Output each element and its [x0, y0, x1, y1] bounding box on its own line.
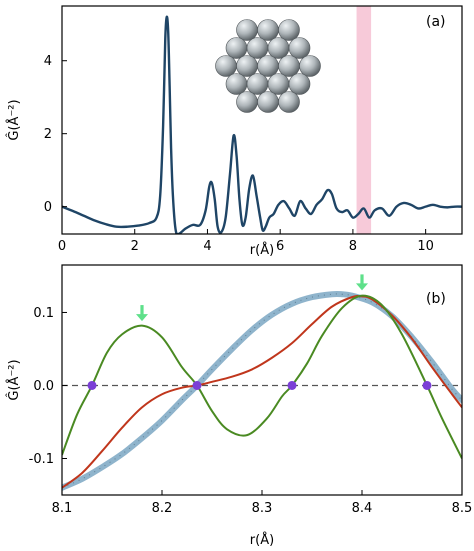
series-line-b-2: [62, 294, 462, 459]
series-line-b-0: [62, 290, 462, 491]
zero-crossing-marker: [287, 380, 297, 390]
x-tick-label-a: 0: [58, 239, 66, 254]
atom-sphere: [257, 19, 279, 41]
nanoparticle-inset: [215, 19, 321, 113]
y-axis-label-a: Ĝ(Å⁻²): [6, 99, 22, 140]
panel-b-frame: [61, 264, 463, 496]
panel-a-frame: [61, 5, 463, 235]
atom-sphere: [288, 37, 311, 59]
y-tick-label-a: 2: [44, 127, 52, 142]
series-line-a-0: [62, 15, 462, 234]
peak-arrow: [356, 274, 368, 291]
x-tick-label-b: 8.5: [452, 501, 473, 516]
atom-sphere: [236, 55, 258, 77]
atom-sphere: [215, 55, 237, 77]
panel-a-label: (a): [426, 14, 446, 30]
y-tick-label-a: 0: [44, 200, 52, 215]
atom-sphere: [246, 37, 269, 59]
atom-sphere: [225, 73, 248, 95]
y-tick-label-b: -0.1: [29, 452, 54, 467]
atom-sphere: [267, 73, 290, 95]
peak-arrow: [136, 305, 148, 322]
atom-sphere: [278, 19, 300, 41]
x-axis-label-b: r(Å): [250, 532, 274, 548]
x-tick-label-a: 8: [349, 239, 357, 254]
atom-sphere: [257, 55, 279, 77]
atom-sphere: [236, 91, 258, 113]
x-tick-label-a: 10: [417, 239, 434, 254]
x-tick-label-b: 8.1: [52, 501, 73, 516]
atom-sphere: [267, 37, 290, 59]
panel-b: 8.1 8.2 8.3 8.4 8.5 -0.1 0.0 0.1 (b) r(Å) Ĝ(Å⁻²…: [6, 264, 473, 548]
x-tick-label-b: 8.3: [252, 501, 273, 516]
series-line-b-1: [62, 294, 462, 489]
y-tick-label-b: 0.1: [33, 306, 54, 321]
panel-a: 0 2 4 6 8 10 0 2 4 (a) r(Å) Ĝ(Å⁻²): [6, 5, 463, 258]
x-tick-label-b: 8.4: [352, 501, 373, 516]
y-axis-label-b: Ĝ(Å⁻²): [6, 359, 22, 400]
atom-sphere: [257, 91, 279, 113]
atom-sphere: [246, 73, 269, 95]
atom-sphere: [278, 55, 300, 77]
zero-crossing-marker: [87, 380, 97, 390]
x-tick-label-a: 4: [203, 239, 211, 254]
x-tick-label-b: 8.2: [152, 501, 173, 516]
atom-sphere: [236, 19, 258, 41]
atom-sphere: [288, 73, 311, 95]
highlight-band: [356, 6, 372, 234]
atom-sphere: [299, 55, 321, 77]
x-tick-label-a: 2: [131, 239, 139, 254]
y-tick-label-b: 0.0: [33, 379, 54, 394]
atom-sphere: [225, 37, 248, 59]
zero-crossing-marker: [192, 380, 202, 390]
y-tick-label-a: 4: [44, 54, 52, 69]
x-axis-label-a: r(Å): [250, 242, 274, 258]
x-tick-label-a: 6: [276, 239, 284, 254]
zero-crossing-marker: [422, 380, 432, 390]
panel-b-label: (b): [426, 291, 446, 307]
atom-sphere: [278, 91, 300, 113]
